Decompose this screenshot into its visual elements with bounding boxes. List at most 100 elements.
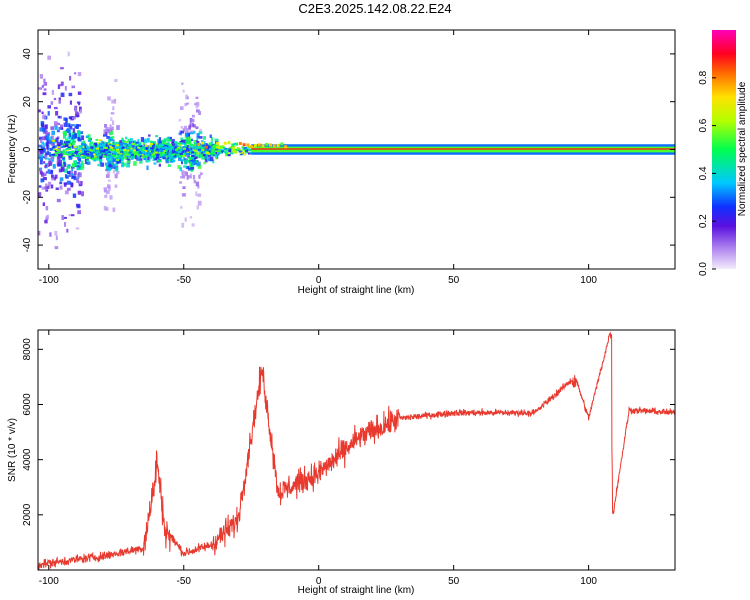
spectrogram-cell-1513 xyxy=(170,159,174,162)
spectrogram-cell-1495 xyxy=(53,145,57,148)
spectrogram-cell-1378 xyxy=(203,161,207,165)
spectrogram-cell-554 xyxy=(203,136,206,140)
spectrogram-cell-1035 xyxy=(157,160,162,163)
spectrogram-cell-1539 xyxy=(53,147,57,150)
spectrogram-cell-802 xyxy=(74,145,79,151)
spectrogram-cell-1308 xyxy=(59,84,64,87)
spectrogram-cell-1785 xyxy=(159,145,163,148)
spectrogram-cell-1675 xyxy=(128,151,132,154)
spectrogram-cell-1567 xyxy=(94,144,98,147)
spectrogram-cell-983 xyxy=(191,162,194,166)
spectrogram-x-tick-label: 100 xyxy=(580,275,597,286)
spectrogram-cell-1766 xyxy=(96,147,99,150)
spectrogram-cell-1114 xyxy=(186,137,190,141)
spectrogram-cell-1440 xyxy=(66,187,71,191)
spectrogram-cell-1091 xyxy=(189,216,193,219)
spectrogram-cell-1365 xyxy=(44,165,48,168)
spectrogram-cell-1751 xyxy=(95,150,99,153)
spectrogram-cell-1741 xyxy=(201,144,205,147)
spectrogram-cell-1893 xyxy=(265,142,269,146)
spectrogram-cell-1269 xyxy=(57,163,62,166)
spectrogram-cell-1648 xyxy=(168,159,172,162)
spectrogram-cell-1570 xyxy=(96,142,100,145)
spectrogram-cell-1306 xyxy=(190,144,193,148)
spectrogram-cell-1870 xyxy=(116,151,120,154)
spectrogram-cell-567 xyxy=(59,153,64,158)
spectrogram-cell-257 xyxy=(66,228,69,233)
spectrogram-cell-1514 xyxy=(76,149,80,152)
spectrogram-cell-884 xyxy=(74,133,77,139)
colorbar-ticks: 0.0 0.2 0.4 0.6 0.8 xyxy=(698,70,716,276)
spectrogram-cell-1861 xyxy=(96,154,100,157)
spectrogram-cell-347 xyxy=(195,191,198,197)
spectrogram-cell-404 xyxy=(76,133,80,138)
spectrogram-cell-789 xyxy=(204,158,208,163)
spectrogram-cell-374 xyxy=(143,138,148,144)
spectrogram-cell-1444 xyxy=(137,139,140,144)
spectrogram-cell-1124 xyxy=(92,150,96,154)
spectrogram-cell-1557 xyxy=(54,152,58,154)
spectrogram-cell-1632 xyxy=(188,156,192,159)
spectrogram-cell-769 xyxy=(166,157,170,160)
spectrogram-cell-231 xyxy=(58,127,62,130)
spectrogram-cell-1255 xyxy=(151,141,154,144)
spectrogram-cell-1778 xyxy=(137,146,141,149)
spectrogram-cell-709 xyxy=(41,111,44,114)
spectrogram-cell-1416 xyxy=(57,115,61,119)
spectrogram-cell-1718 xyxy=(248,149,252,151)
spectrogram-cell-1854 xyxy=(159,149,163,152)
spectrogram-cell-1243 xyxy=(51,130,55,136)
spectrogram-cell-1753 xyxy=(106,155,110,158)
spectrogram-cell-1338 xyxy=(49,162,53,166)
spectrogram-cell-1706 xyxy=(136,156,140,159)
spectrogram-cell-1482 xyxy=(232,143,236,146)
spectrogram-cell-1876 xyxy=(201,141,205,145)
spectrogram-cell-1194 xyxy=(198,111,202,116)
spectrogram-cell-35 xyxy=(126,163,131,168)
spectrogram-cell-1806 xyxy=(123,148,127,151)
spectrogram-cell-967 xyxy=(70,182,74,188)
spectrogram-cell-1704 xyxy=(139,147,143,150)
spectrogram-cell-1885 xyxy=(235,142,239,146)
spectrogram-cell-1788 xyxy=(206,152,210,155)
spectrogram-cell-1599 xyxy=(208,150,212,153)
spectrogram-cell-1592 xyxy=(86,156,89,159)
spectrogram-cell-1838 xyxy=(52,153,56,156)
spectrogram-cell-1776 xyxy=(82,155,86,158)
spectrogram-cell-1189 xyxy=(139,160,143,164)
spectrogram-cell-500 xyxy=(78,163,83,167)
spectrogram-cell-1373 xyxy=(50,155,54,160)
spectrogram-cell-1791 xyxy=(102,155,106,158)
spectrogram-cell-1770 xyxy=(239,151,243,154)
spectrogram-cell-1276 xyxy=(178,146,181,152)
spectrogram-cell-47 xyxy=(43,88,47,91)
spectrogram-cell-1678 xyxy=(201,149,205,152)
spectrogram-cell-828 xyxy=(112,139,115,144)
spectrogram-cell-1668 xyxy=(67,146,71,149)
spectrogram-cell-796 xyxy=(157,156,160,160)
spectrogram-cell-1508 xyxy=(139,155,143,158)
spectrogram-cell-775 xyxy=(41,85,44,88)
spectrogram-cell-113 xyxy=(96,143,101,147)
spectrogram-cell-1231 xyxy=(127,138,131,143)
spectrogram-cell-290 xyxy=(193,180,197,184)
spectrogram-cell-1650 xyxy=(232,146,236,149)
spectrogram-cell-1743 xyxy=(159,143,162,146)
spectrogram-cell-878 xyxy=(54,246,59,250)
spectrogram-cell-122 xyxy=(194,145,199,148)
spectrogram-cell-1446 xyxy=(162,157,166,160)
spectrogram-cell-560 xyxy=(140,137,144,142)
spectrogram-cell-1589 xyxy=(100,149,104,152)
spectrogram-cell-1394 xyxy=(54,106,58,110)
spectrogram-y-ticks: -40 -20 0 20 40 xyxy=(22,48,675,252)
spectrogram-cell-1314 xyxy=(56,129,60,133)
spectrogram-cell-1481 xyxy=(181,142,185,145)
spectrogram-cell-1215 xyxy=(198,154,201,159)
spectrogram-cell-1779 xyxy=(57,151,61,154)
spectrogram-cell-1504 xyxy=(147,147,151,150)
spectrogram-cell-1377 xyxy=(71,135,74,140)
spectrogram-cell-1868 xyxy=(135,148,138,151)
spectrogram-cell-401 xyxy=(83,140,86,145)
spectrogram-cell-558 xyxy=(48,181,52,186)
